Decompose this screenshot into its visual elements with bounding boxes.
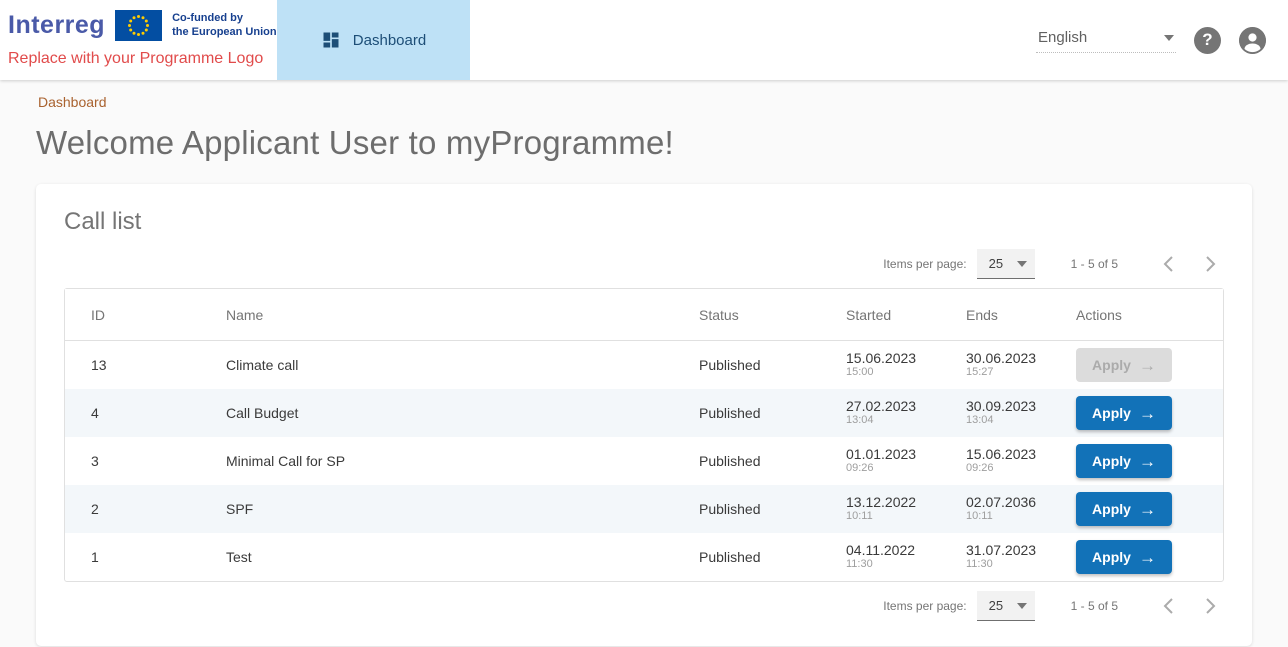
apply-button: Apply → [1076, 348, 1172, 382]
column-header-status: Status [699, 289, 846, 341]
call-status-cell: Published [699, 549, 761, 565]
call-id-cell: 4 [65, 389, 226, 437]
items-per-page-label: Items per page: [883, 599, 967, 613]
call-list-table: ID Name Status Started Ends Actions 13 C… [64, 288, 1224, 582]
items-per-page-select[interactable]: 25 [976, 591, 1035, 621]
page-range-label: 1 - 5 of 5 [1070, 599, 1118, 613]
arrow-right-icon: → [1138, 403, 1156, 423]
call-id-cell: 2 [65, 485, 226, 533]
tab-dashboard-label: Dashboard [352, 31, 427, 49]
call-id-cell: 3 [91, 453, 99, 469]
call-id-cell: 13 [91, 357, 107, 373]
chevron-down-icon [1016, 260, 1027, 267]
chevron-left-icon [1163, 256, 1173, 272]
column-header-name: Name [226, 289, 699, 341]
page-title: Welcome Applicant User to myProgramme! [36, 124, 674, 161]
call-started-cell: 04.11.2022 11:30 [846, 542, 916, 571]
call-started-cell: 27.02.2023 13:04 [846, 389, 966, 437]
chevron-down-icon [1016, 602, 1027, 609]
table-row: 1 Test Published 04.11.2022 11:30 31.07.… [65, 533, 1223, 581]
app-header: Interreg Co-funded by the European Union… [0, 0, 1288, 80]
call-status-cell: Published [699, 389, 846, 437]
next-page-button[interactable] [1196, 592, 1224, 620]
items-per-page-label: Items per page: [883, 257, 967, 271]
eu-flag-icon [115, 10, 163, 41]
call-name-cell: Test [226, 549, 252, 565]
call-status-cell: Published [699, 453, 761, 469]
table-header-row: ID Name Status Started Ends Actions [65, 289, 1223, 341]
call-started-cell: 13.12.2022 10:11 [846, 485, 966, 533]
paginator-top: Items per page: 25 1 - 5 of 5 [64, 240, 1224, 288]
call-list-title: Call list [64, 208, 142, 235]
apply-button[interactable]: Apply → [1076, 444, 1172, 478]
call-table-body: 13 Climate call Published 15.06.2023 15:… [65, 341, 1223, 581]
chevron-down-icon [1164, 34, 1174, 41]
arrow-right-icon: → [1138, 451, 1156, 471]
previous-page-button[interactable] [1154, 250, 1182, 278]
next-page-button[interactable] [1196, 250, 1224, 278]
table-row: 3 Minimal Call for SP Published 01.01.20… [65, 437, 1223, 485]
language-select[interactable]: English [1036, 27, 1176, 53]
column-header-actions: Actions [1076, 289, 1223, 341]
call-name-cell: Minimal Call for SP [226, 453, 346, 469]
apply-button[interactable]: Apply → [1076, 540, 1172, 574]
call-list-card: Call list Items per page: 25 1 - 5 of 5 [36, 184, 1252, 646]
column-header-started: Started [846, 289, 966, 341]
programme-logo: Interreg Co-funded by the European Union… [0, 0, 277, 80]
chevron-right-icon [1205, 598, 1215, 614]
cofunded-text: Co-funded by the European Union [172, 11, 277, 38]
table-row: 2 SPF Published 13.12.2022 10:11 02.07.2… [65, 485, 1223, 533]
interreg-logo: Interreg [8, 11, 106, 39]
call-ends-cell: 31.07.2023 11:30 [966, 542, 1037, 571]
breadcrumb[interactable]: Dashboard [38, 94, 107, 110]
call-name-cell: Call Budget [226, 389, 699, 437]
arrow-right-icon: → [1138, 499, 1156, 519]
call-name-cell: Climate call [226, 357, 299, 373]
call-status-cell: Published [699, 357, 761, 373]
table-row: 13 Climate call Published 15.06.2023 15:… [65, 341, 1223, 389]
apply-button[interactable]: Apply → [1076, 492, 1172, 526]
language-value: English [1038, 29, 1088, 46]
call-status-cell: Published [699, 485, 846, 533]
page-range-label: 1 - 5 of 5 [1070, 257, 1118, 271]
dashboard-icon [323, 32, 339, 48]
tab-dashboard[interactable]: Dashboard [277, 0, 470, 80]
call-ends-cell: 02.07.2036 10:11 [966, 485, 1076, 533]
chevron-left-icon [1163, 598, 1173, 614]
items-per-page-select[interactable]: 25 [976, 249, 1035, 279]
call-name-cell: SPF [226, 485, 699, 533]
previous-page-button[interactable] [1154, 592, 1182, 620]
call-ends-cell: 30.06.2023 15:27 [966, 350, 1037, 379]
replace-logo-text: Replace with your Programme Logo [8, 50, 264, 67]
table-row: 4 Call Budget Published 27.02.2023 13:04… [65, 389, 1223, 437]
call-started-cell: 01.01.2023 09:26 [846, 446, 917, 475]
chevron-right-icon [1205, 256, 1215, 272]
call-id-cell: 1 [91, 549, 99, 565]
call-ends-cell: 30.09.2023 13:04 [966, 389, 1076, 437]
column-header-id: ID [65, 289, 226, 341]
apply-button[interactable]: Apply → [1076, 396, 1172, 430]
call-started-cell: 15.06.2023 15:00 [846, 350, 917, 379]
column-header-ends: Ends [966, 289, 1076, 341]
arrow-right-icon: → [1138, 547, 1156, 567]
arrow-right-icon: → [1138, 355, 1156, 375]
call-ends-cell: 15.06.2023 09:26 [966, 446, 1037, 475]
user-avatar-icon[interactable] [1239, 26, 1266, 54]
help-icon[interactable]: ? [1194, 26, 1221, 54]
paginator-bottom: Items per page: 25 1 - 5 of 5 [64, 582, 1224, 630]
